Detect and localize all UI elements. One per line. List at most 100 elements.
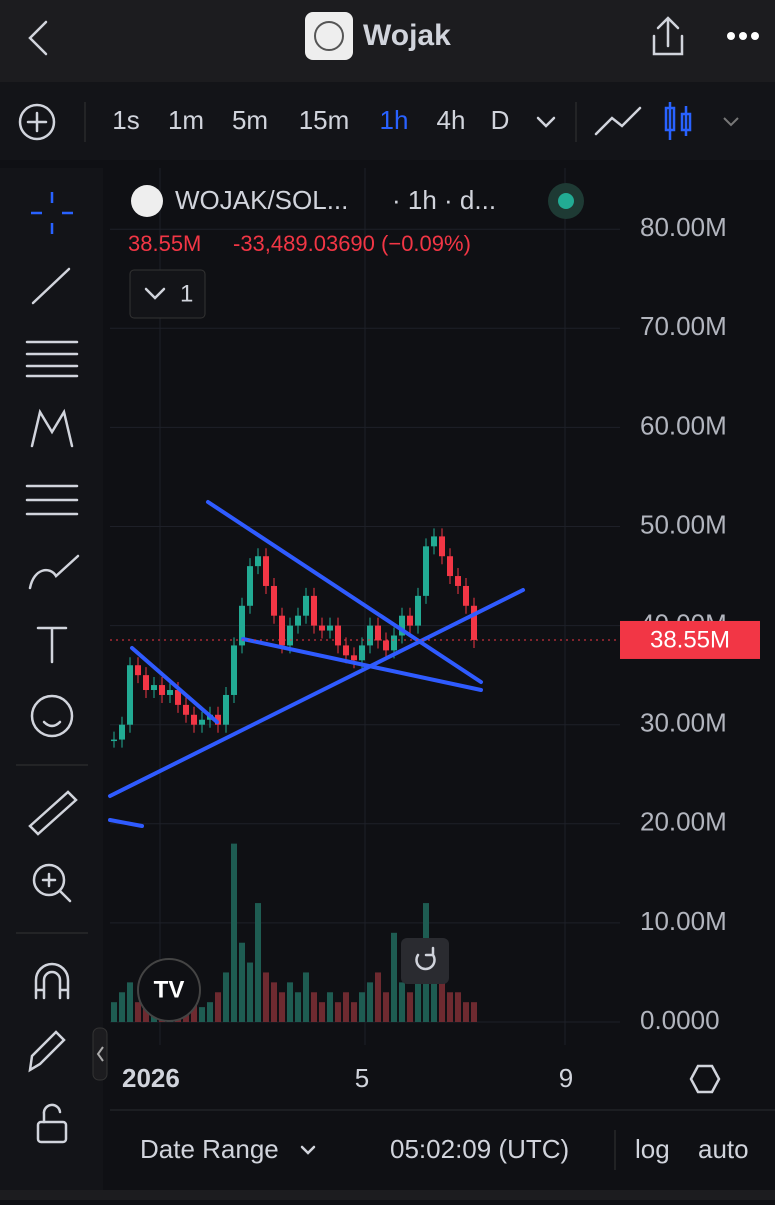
settings-button[interactable] <box>689 1064 721 1094</box>
interval-button[interactable]: 1s <box>112 105 139 135</box>
candle <box>199 719 205 725</box>
forecast-tool[interactable] <box>25 484 79 516</box>
sidebar-collapse[interactable] <box>92 1027 108 1081</box>
zoom-tool[interactable] <box>32 863 66 897</box>
bottom-edge <box>0 1190 775 1200</box>
legend-price: 38.55M <box>128 231 201 256</box>
fib-tool[interactable] <box>25 340 79 378</box>
candle <box>263 556 269 586</box>
indicator-toggle[interactable] <box>129 269 206 319</box>
candle <box>151 685 157 691</box>
candle <box>231 645 237 695</box>
price-label-bg <box>620 620 760 659</box>
symbol-name[interactable]: WOJAK/SOL... <box>175 185 348 215</box>
auto-toggle[interactable]: auto <box>698 1134 749 1164</box>
candle <box>271 585 277 616</box>
y-tick-label: 50.00M <box>640 509 727 539</box>
text-tool[interactable] <box>36 626 68 664</box>
volume-bar <box>303 972 309 1022</box>
interval-button[interactable]: 1h <box>380 105 409 135</box>
emoji-smile <box>42 720 62 728</box>
line-chart-button[interactable] <box>594 106 642 136</box>
back-button[interactable] <box>28 20 48 56</box>
volume-bar <box>391 932 397 1022</box>
interval-button[interactable]: 15m <box>299 105 350 135</box>
volume-bar <box>247 962 253 1022</box>
status-dot <box>558 193 574 209</box>
header-bar <box>0 0 775 82</box>
volume-bar <box>375 972 381 1022</box>
candle <box>407 615 413 626</box>
volume-bar <box>255 903 261 1022</box>
candle <box>439 536 445 557</box>
trend-lines <box>108 500 525 828</box>
reset-button[interactable] <box>401 938 449 984</box>
candle <box>255 556 261 567</box>
candle <box>279 615 285 646</box>
interval-button[interactable]: D <box>491 105 510 135</box>
ruler-tool[interactable] <box>28 790 78 836</box>
x-label: 9 <box>559 1063 573 1093</box>
candle <box>167 690 173 695</box>
y-tick-label: 80.00M <box>640 212 727 242</box>
candle <box>383 640 389 651</box>
lock-drawings-tool[interactable] <box>28 1030 66 1073</box>
candle <box>191 714 197 725</box>
volume-bar <box>343 992 349 1022</box>
log-toggle[interactable]: log <box>635 1134 670 1164</box>
volume-bar <box>327 992 333 1022</box>
volume-bar <box>295 992 301 1022</box>
pattern-tool[interactable] <box>30 408 74 448</box>
drawing-sidebar <box>0 168 103 1190</box>
reset-icon <box>415 946 436 971</box>
unlock-shackle <box>42 1103 62 1124</box>
candle <box>311 595 317 626</box>
candle <box>335 625 341 646</box>
emoji-tool[interactable] <box>30 694 74 738</box>
tv-logo[interactable] <box>137 958 201 1022</box>
brush-tool[interactable] <box>28 554 80 590</box>
interval-button[interactable]: 1m <box>168 105 204 135</box>
volume-bar <box>263 972 269 1022</box>
candle <box>247 566 253 606</box>
y-tick-label: 0.0000 <box>640 1005 720 1035</box>
sidebar-tools <box>16 192 88 1144</box>
candle <box>423 546 429 596</box>
volume-bar <box>439 982 445 1022</box>
volume-bar <box>231 843 237 1022</box>
interval-button[interactable]: 5m <box>232 105 268 135</box>
volume-bar <box>127 982 133 1022</box>
date-range-chevron <box>300 1145 316 1155</box>
date-range-button[interactable]: Date Range <box>140 1134 279 1164</box>
candle <box>431 536 437 547</box>
candle <box>375 625 381 641</box>
volume-bar <box>279 992 285 1022</box>
candle <box>399 615 405 636</box>
chart-type-dropdown[interactable] <box>723 117 739 127</box>
volume-bar <box>119 992 125 1022</box>
tv-logo-mark: TV <box>154 976 185 1003</box>
candle-chart-button[interactable] <box>664 102 692 140</box>
share-button[interactable] <box>652 16 684 56</box>
volume-bar <box>111 1002 117 1022</box>
add-button[interactable] <box>18 103 56 141</box>
interval-button[interactable]: 4h <box>437 105 466 135</box>
volume-bar <box>215 992 221 1022</box>
candle <box>223 694 229 725</box>
trendline-tool[interactable] <box>31 267 71 305</box>
time-axis <box>110 1045 775 1110</box>
candle <box>295 615 301 626</box>
symbol-icon <box>131 185 163 217</box>
indicator-count: 1 <box>180 280 193 307</box>
candle <box>175 690 181 705</box>
zoom-icon <box>41 872 72 903</box>
y-tick-label: 60.00M <box>640 410 727 440</box>
volume-bar <box>455 992 461 1022</box>
crosshair-tool[interactable] <box>31 192 73 234</box>
candle <box>303 595 309 616</box>
volume-bar <box>207 1002 213 1022</box>
magnet-tool[interactable] <box>34 962 70 1000</box>
unlock-tool[interactable] <box>36 1120 68 1144</box>
more-button[interactable] <box>727 32 759 40</box>
interval-dropdown[interactable] <box>536 116 556 128</box>
